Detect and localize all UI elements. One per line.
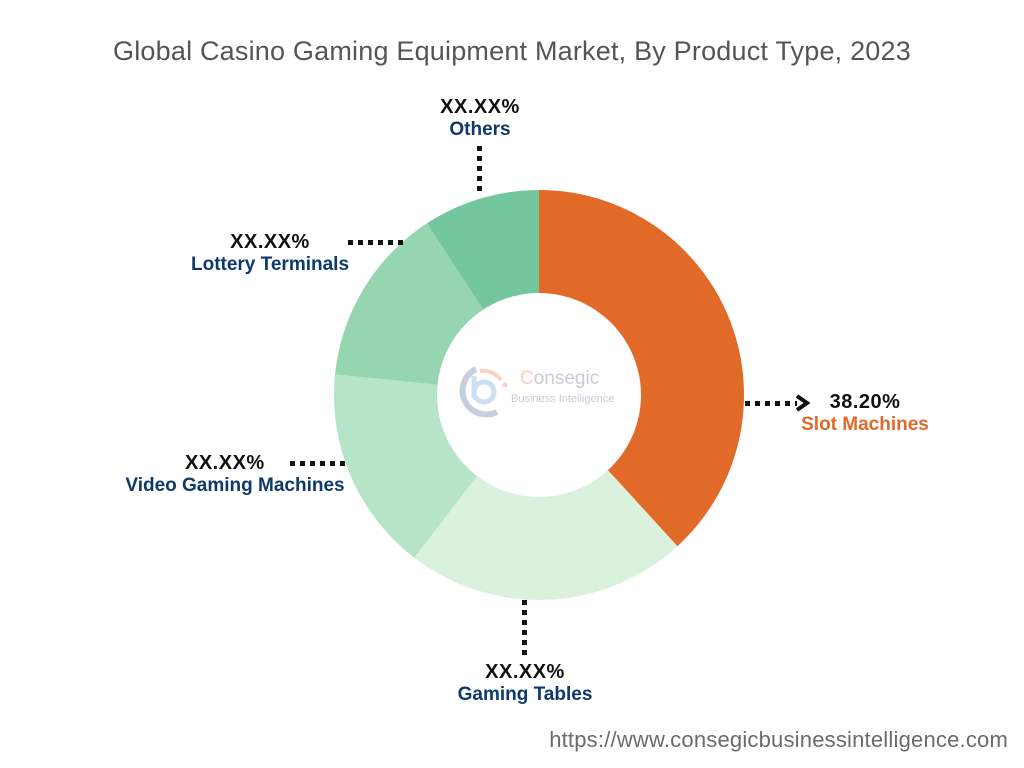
leader-line-others bbox=[477, 146, 482, 196]
slot-machines-pct: 38.20% bbox=[829, 391, 901, 413]
watermark-tagline: Business Intelligence bbox=[511, 393, 615, 405]
arrow-head-icon bbox=[795, 394, 811, 412]
watermark-brand-rest: onsegic bbox=[533, 368, 600, 389]
video-gaming-machines-name: Video Gaming Machines bbox=[125, 475, 345, 496]
leader-line-video-gaming-machines bbox=[290, 461, 345, 466]
lottery-terminals-pct: XX.XX% bbox=[230, 231, 310, 253]
leader-line-slot-machines bbox=[745, 401, 797, 406]
label-lottery-terminals: XX.XX% Lottery Terminals bbox=[175, 231, 365, 276]
others-name: Others bbox=[449, 119, 511, 140]
gaming-tables-name: Gaming Tables bbox=[457, 684, 593, 705]
label-gaming-tables: XX.XX% Gaming Tables bbox=[440, 661, 610, 706]
slice-slot-machines bbox=[539, 190, 744, 547]
leader-line-gaming-tables bbox=[522, 600, 527, 655]
label-video-gaming-machines: XX.XX% Video Gaming Machines bbox=[115, 452, 355, 497]
others-pct: XX.XX% bbox=[440, 96, 520, 118]
slice-gaming-tables bbox=[414, 395, 678, 600]
logo-icon bbox=[459, 366, 508, 418]
label-slot-machines: 38.20% Slot Machines bbox=[790, 391, 940, 436]
lottery-terminals-name: Lottery Terminals bbox=[190, 254, 350, 275]
label-others: XX.XX% Others bbox=[430, 96, 530, 141]
source-url: https://www.consegicbusinessintelligence… bbox=[549, 727, 1008, 752]
video-gaming-machines-pct: XX.XX% bbox=[185, 452, 265, 474]
leader-line-lottery-terminals bbox=[348, 240, 403, 245]
chart-title: Global Casino Gaming Equipment Market, B… bbox=[113, 36, 911, 66]
slot-machines-name: Slot Machines bbox=[801, 414, 929, 435]
gaming-tables-pct: XX.XX% bbox=[485, 661, 565, 683]
watermark-brand-initial: C bbox=[520, 368, 534, 389]
watermark-logo: Consegic Business Intelligence bbox=[455, 362, 625, 422]
